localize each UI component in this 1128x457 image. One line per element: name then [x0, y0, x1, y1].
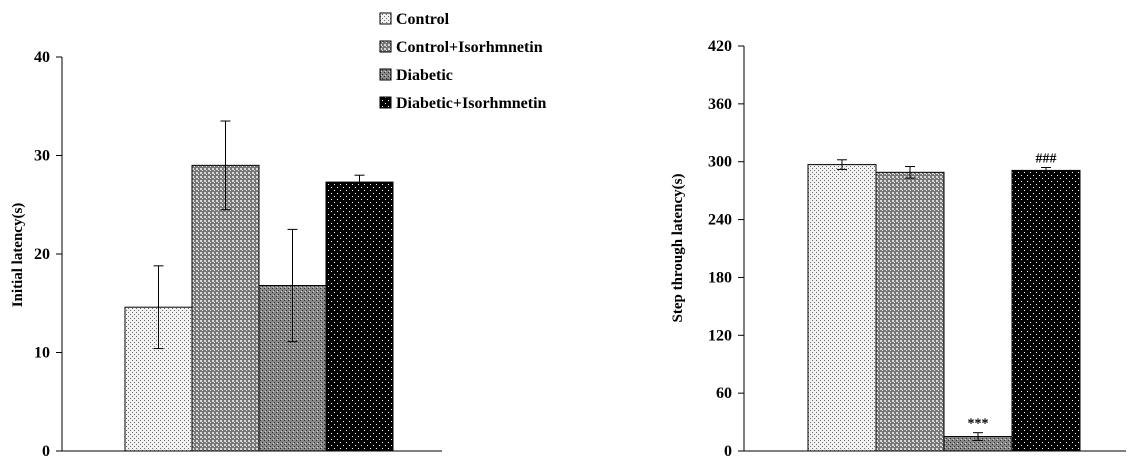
legend-label-diabetic-isorhmnetin: Diabetic+Isorhmnetin [396, 95, 547, 112]
step-y-tick-label: 60 [716, 385, 732, 402]
step-error-bar-control [837, 159, 847, 170]
step-bar-control-isorhmnetin [875, 171, 945, 452]
initial-bar-control-isorhmnetin [191, 164, 260, 452]
initial-error-bar-control [153, 265, 164, 350]
step-y-tick-label: 180 [708, 269, 732, 286]
initial-y-tick-label: 40 [34, 49, 50, 66]
initial-y-tick-label: 30 [34, 148, 50, 165]
step-y-tick-label: 420 [708, 38, 732, 55]
initial-latency-chart: 0 10 20 30 40 Initial latency(s) [10, 49, 442, 457]
step-error-bar-diabetic-isorhmnetin [1041, 167, 1051, 174]
legend: Control Control+Isorhmnetin Diabetic Dia… [379, 11, 547, 112]
initial-error-bar-diabetic [287, 228, 298, 343]
initial-error-bar-control-isorhmnetin [220, 120, 231, 211]
step-through-latency-chart: 0 60 120 180 240 300 360 420 Step through latenc… [670, 38, 1126, 457]
initial-error-bar-diabetic-isorhmnetin [354, 174, 365, 190]
step-y-tick-label: 0 [724, 443, 732, 457]
initial-y-tick-label: 0 [42, 443, 50, 457]
step-bar-control [807, 164, 877, 452]
legend-label-control-isorhmnetin: Control+Isorhmnetin [396, 39, 543, 56]
legend-swatch-control [379, 12, 392, 25]
initial-y-tick-label: 20 [34, 246, 50, 263]
legend-swatch-diabetic [379, 68, 392, 81]
legend-swatch-diabetic-isorhmnetin [379, 96, 392, 109]
step-y-tick-label: 300 [708, 154, 732, 171]
initial-bar-diabetic-isorhmnetin [325, 181, 394, 452]
initial-y-axis-label: Initial latency(s) [10, 203, 26, 308]
step-bar-diabetic-isorhmnetin [1011, 169, 1081, 452]
step-annotation-diabetic: *** [968, 417, 989, 432]
legend-swatch-control-isorhmnetin [379, 40, 392, 53]
legend-label-control: Control [396, 11, 450, 28]
step-y-tick-label: 120 [708, 327, 732, 344]
step-y-tick-label: 360 [708, 96, 732, 113]
initial-y-tick-label: 10 [34, 345, 50, 362]
step-error-bar-control-isorhmnetin [905, 166, 915, 179]
legend-label-diabetic: Diabetic [396, 67, 453, 84]
step-annotation-diabetic-isorhmnetin: ### [1036, 152, 1057, 167]
step-error-bar-diabetic [973, 432, 983, 441]
step-y-tick-label: 240 [708, 212, 732, 229]
step-y-axis-label: Step through latency(s) [670, 174, 686, 323]
